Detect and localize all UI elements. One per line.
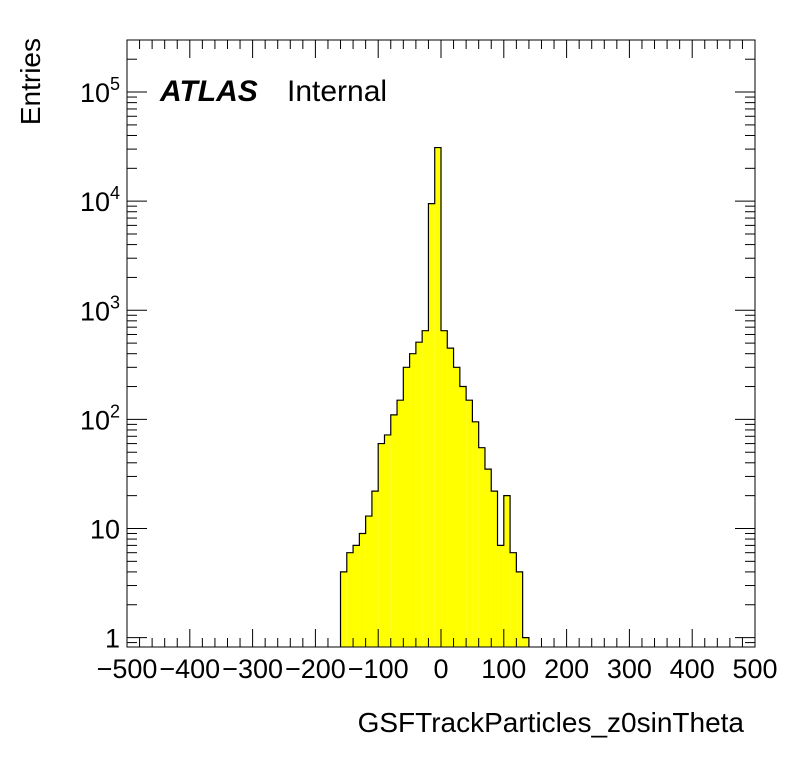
- x-axis-tick-labels: −500 −400 −300 −200 −100 0 100 200 300 400 500: [97, 654, 778, 684]
- x-tick-label: 500: [732, 654, 777, 684]
- x-tick-label: −500: [97, 654, 158, 684]
- x-tick-label: −300: [222, 654, 283, 684]
- y-tick-label: 102: [80, 401, 120, 435]
- x-tick-label: 0: [433, 654, 448, 684]
- histogram-bar-7: [384, 434, 391, 647]
- y-axis-tick-marks: [127, 39, 755, 644]
- y-tick-label: 1: [105, 624, 120, 654]
- histogram-bar-8: [390, 414, 398, 647]
- histogram-bar-4: [365, 516, 372, 647]
- x-axis-tick-marks: [126, 40, 756, 647]
- histogram-bar-26: [503, 495, 511, 647]
- histogram-bar-5: [371, 491, 379, 647]
- x-axis-title: GSFTrackParticles_z0sinTheta: [358, 707, 745, 738]
- histogram-bar-1: [346, 552, 354, 647]
- x-tick-label: −100: [348, 654, 409, 684]
- x-tick-label: −200: [285, 654, 346, 684]
- histogram-bar-25: [497, 545, 504, 647]
- histogram-bar-24: [491, 491, 498, 647]
- x-tick-label: 100: [481, 654, 526, 684]
- histogram-bar-20: [466, 400, 473, 647]
- histogram-bar-12: [415, 342, 423, 647]
- plot-frame: [126, 39, 756, 648]
- y-tick-label: 103: [80, 292, 120, 326]
- histogram-bar-21: [472, 421, 479, 647]
- histogram-bar-13: [422, 330, 429, 647]
- histogram-bar-2: [353, 545, 360, 647]
- histogram-bar-0: [340, 571, 347, 647]
- histogram-bars: [339, 146, 530, 647]
- histogram-bar-15: [434, 147, 441, 647]
- atlas-label: ATLAS: [159, 75, 258, 108]
- y-tick-label: 104: [80, 183, 120, 217]
- x-tick-label: 400: [670, 654, 715, 684]
- histogram-bar-23: [484, 469, 492, 647]
- histogram-outline: [339, 146, 530, 647]
- x-tick-label: 200: [544, 654, 589, 684]
- y-axis-title: Entries: [15, 38, 46, 125]
- histogram-bar-19: [459, 386, 467, 647]
- histogram-bar-29: [522, 637, 529, 647]
- histogram-bar-22: [478, 447, 485, 647]
- histogram-bar-11: [409, 353, 416, 647]
- histogram-bar-9: [397, 400, 404, 647]
- y-tick-label: 105: [80, 74, 120, 108]
- histogram-bar-6: [378, 443, 385, 647]
- histogram-bar-17: [447, 348, 454, 647]
- histogram-bar-28: [516, 571, 523, 647]
- y-axis-tick-labels: 1 10 102 103 104 105: [80, 74, 120, 654]
- histogram-bar-10: [403, 367, 410, 647]
- x-tick-label: 300: [607, 654, 652, 684]
- y-tick-label: 10: [90, 514, 120, 544]
- histogram-bar-16: [441, 330, 448, 647]
- internal-label: Internal: [287, 75, 387, 108]
- histogram-bar-14: [428, 203, 435, 647]
- histogram-bar-27: [510, 552, 517, 647]
- histogram-bar-3: [359, 533, 366, 647]
- x-tick-label: −400: [159, 654, 220, 684]
- histogram-bar-18: [453, 367, 460, 647]
